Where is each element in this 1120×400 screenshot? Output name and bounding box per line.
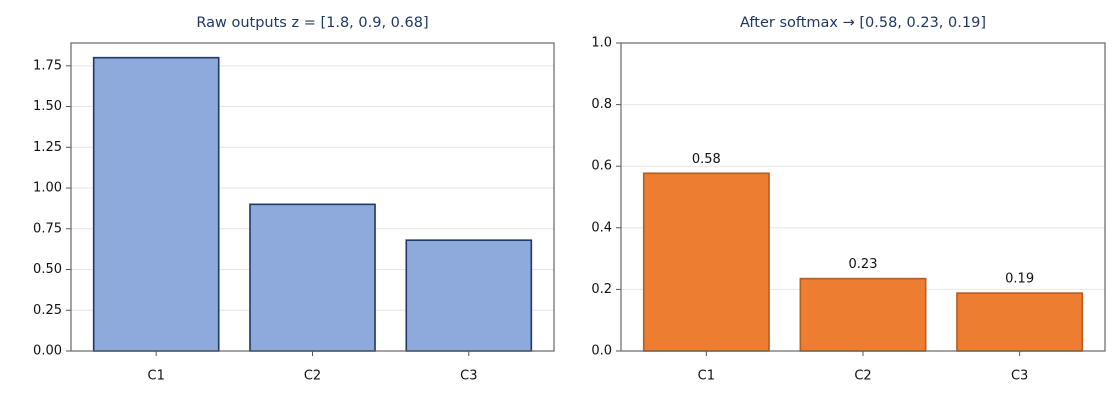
- bar: [249, 203, 376, 352]
- bar: [956, 292, 1084, 352]
- y-tick-label: 0.4: [591, 220, 612, 235]
- x-tick-label: C1: [148, 369, 165, 384]
- axes-frame: [620, 42, 1106, 352]
- y-tick-label: 0.0: [591, 344, 612, 359]
- y-tick-label: 1.00: [33, 181, 62, 196]
- bar: [92, 56, 220, 352]
- y-tick-label: 1.75: [33, 58, 62, 73]
- y-tick-label: 0.8: [591, 97, 612, 112]
- y-tick-label: 1.25: [33, 140, 62, 155]
- x-tick-label: C2: [304, 369, 321, 384]
- y-tick-label: 1.0: [591, 36, 612, 51]
- bar: [405, 239, 533, 352]
- y-tick-label: 0.25: [33, 303, 62, 318]
- data-label: 0.23: [849, 257, 878, 272]
- x-tick-label: C3: [1011, 369, 1028, 384]
- data-label: 0.19: [1005, 272, 1034, 287]
- chart-title: After softmax → [0.58, 0.23, 0.19]: [740, 15, 986, 31]
- x-tick-label: C3: [460, 369, 477, 384]
- bar: [642, 172, 770, 352]
- y-tick-label: 0.2: [591, 282, 612, 297]
- chart-title: Raw outputs z = [1.8, 0.9, 0.68]: [196, 15, 428, 31]
- y-tick-label: 0.00: [33, 344, 62, 359]
- bar: [799, 277, 927, 352]
- x-tick-label: C1: [698, 369, 715, 384]
- axes-frame: [70, 42, 555, 352]
- data-label: 0.58: [692, 152, 721, 167]
- y-tick-label: 0.6: [591, 159, 612, 174]
- x-tick-label: C2: [854, 369, 871, 384]
- y-tick-label: 1.50: [33, 99, 62, 114]
- y-tick-label: 0.50: [33, 262, 62, 277]
- y-tick-label: 0.75: [33, 221, 62, 236]
